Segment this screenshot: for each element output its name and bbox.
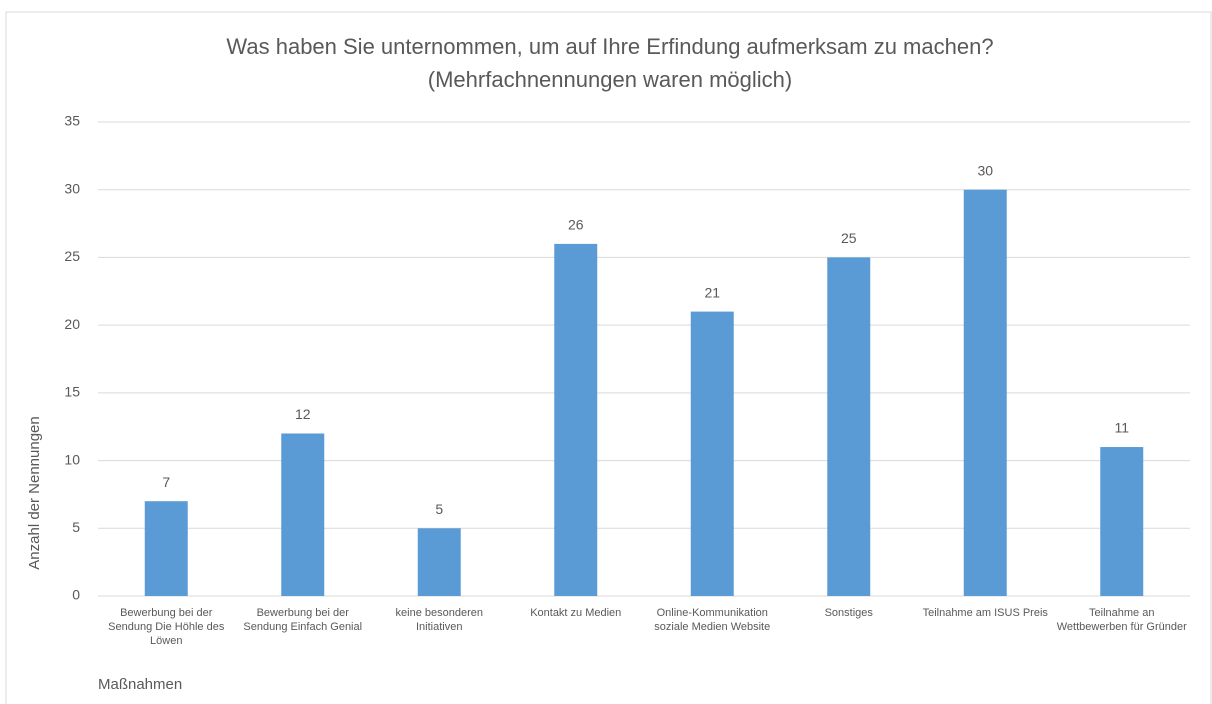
y-tick-label: 35 — [64, 113, 80, 129]
x-tick-label: Bewerbung bei der Sendung Die Höhle des … — [108, 607, 225, 647]
x-tick-label: Teilnahme am ISUS Preis — [922, 607, 1048, 619]
y-tick-label: 15 — [64, 384, 80, 400]
y-tick-label: 20 — [64, 316, 80, 332]
bar — [417, 528, 461, 596]
data-label: 11 — [1114, 420, 1129, 436]
data-label: 7 — [162, 474, 170, 490]
y-tick-label: 0 — [72, 587, 80, 603]
bar — [144, 501, 188, 596]
x-tick-label: Kontakt zu Medien — [530, 607, 622, 619]
data-label: 30 — [977, 162, 993, 178]
chart-border — [5, 11, 1212, 704]
data-label: 5 — [435, 501, 443, 517]
bar — [827, 257, 871, 596]
data-label: 25 — [841, 230, 857, 246]
x-axis-title: Maßnahmen — [98, 676, 182, 693]
y-axis-title: Anzahl der Nennungen — [26, 416, 43, 569]
bar — [1100, 447, 1144, 596]
y-tick-label: 10 — [64, 451, 80, 467]
x-tick-label: Sonstiges — [824, 607, 873, 619]
x-tick-label: Teilnahme an Wettbewerben für Gründer — [1056, 607, 1187, 633]
data-label: 21 — [704, 284, 720, 300]
data-label: 12 — [295, 406, 311, 422]
x-tick-label: keine besonderen Initiativen — [395, 607, 483, 633]
bar — [963, 189, 1007, 596]
y-tick-label: 5 — [72, 519, 80, 535]
x-tick-label: Bewerbung bei der Sendung Einfach Genial — [243, 607, 363, 633]
bar — [281, 433, 325, 596]
data-label: 26 — [568, 217, 584, 233]
y-tick-label: 30 — [64, 180, 80, 196]
bar — [690, 311, 734, 596]
bar — [554, 243, 598, 596]
x-tick-label: Online-Kommunikation soziale Medien Webs… — [654, 607, 771, 633]
chart-title: Was haben Sie unternommen, um auf Ihre E… — [226, 34, 993, 59]
y-tick-label: 25 — [64, 248, 80, 264]
chart-subtitle: (Mehrfachnennungen waren möglich) — [428, 67, 792, 92]
